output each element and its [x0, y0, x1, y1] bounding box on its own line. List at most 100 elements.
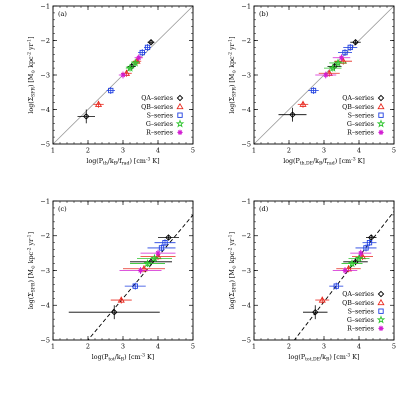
y-axis-label: log(ΣSFR) [M⊙ kpc-2 yr-1]	[27, 36, 37, 113]
legend-label: QA–series	[342, 291, 374, 298]
point-QA	[352, 38, 359, 46]
point-QB	[318, 296, 326, 303]
point-G	[347, 258, 357, 268]
y-tick-label: −2	[40, 37, 50, 45]
y-tick-label: −4	[40, 106, 50, 114]
x-tick-label: 3	[322, 343, 326, 351]
legend-marker-QB	[377, 102, 385, 110]
x-tick-label: 5	[392, 343, 396, 351]
y-tick-label: −1	[40, 197, 50, 205]
legend-label: QA–series	[342, 95, 374, 102]
point-QA	[83, 113, 90, 120]
point-S	[108, 87, 114, 94]
x-tick-label: 3	[121, 147, 125, 155]
point-R	[323, 72, 329, 78]
panel-b: 1 2 3 4 5 −5 −4 −3 −2 −1 (b) log(Pth,DE/kB/frad) [c…	[228, 2, 396, 166]
point-G	[354, 253, 364, 263]
legend-label: S–series	[147, 112, 173, 119]
point-QA	[289, 111, 296, 118]
y-tick-label: −2	[241, 232, 251, 240]
point-G	[130, 58, 140, 67]
point-QA	[111, 308, 118, 316]
x-tick-label: 1	[51, 343, 55, 351]
legend-marker-QA	[377, 290, 385, 298]
y-axis-label: log(ΣSFR) [M⊙ kpc-2 yr-1]	[27, 232, 37, 309]
x-tick-label: 5	[191, 343, 195, 351]
legend-marker-QA	[176, 94, 184, 102]
x-axis-label: log(Ptot,DE/kB) [cm-3 K]	[289, 353, 360, 363]
point-R	[155, 250, 161, 256]
x-axis-label: log(Ptot/kB) [cm-3 K]	[92, 353, 154, 363]
legend-marker-QB	[377, 298, 385, 306]
legend-marker-R	[378, 325, 384, 331]
y-tick-label: −3	[241, 267, 251, 275]
x-tick-label: 1	[252, 147, 256, 155]
x-tick-label: 5	[191, 147, 195, 155]
point-R	[137, 267, 144, 274]
legend-label: R–series	[347, 326, 374, 333]
panel-label: (a)	[58, 10, 67, 18]
point-QB	[299, 100, 307, 107]
point-QB	[117, 296, 125, 303]
y-tick-label: −4	[40, 302, 50, 310]
y-axis-label: log(ΣSFR) [M⊙ kpc-2 yr-1]	[228, 36, 238, 113]
x-tick-label: 3	[121, 343, 125, 351]
x-tick-label: 4	[156, 147, 160, 155]
y-tick-label: −3	[40, 71, 50, 79]
x-tick-label: 1	[51, 147, 55, 155]
point-G	[328, 63, 338, 72]
y-tick-label: −4	[241, 106, 251, 114]
point-G	[125, 63, 135, 72]
legend-marker-G	[376, 315, 386, 324]
panel-a: 1 2 3 4 5 −5 −4 −3 −2 −1 (a) log(Pth/kB/frad) [cm-3…	[27, 2, 195, 166]
point-QA	[165, 234, 172, 241]
legend-marker-QA	[377, 94, 385, 102]
point-S	[132, 283, 138, 289]
y-tick-label: −5	[241, 336, 251, 344]
point-S	[158, 245, 165, 251]
x-tick-label: 4	[357, 343, 361, 351]
point-S	[347, 44, 353, 51]
panel-d: 1 2 3 4 5 −5 −4 −3 −2 −1 (d) log(Ptot,DE/kB) [cm-3 …	[228, 197, 396, 363]
point-G	[333, 58, 343, 67]
legend-marker-S	[177, 112, 183, 118]
y-tick-label: −5	[241, 140, 251, 148]
y-tick-label: −3	[40, 267, 50, 275]
x-tick-label: 2	[287, 343, 291, 351]
data-points	[77, 38, 155, 124]
x-tick-label: 4	[357, 147, 361, 155]
legend-marker-G	[376, 119, 386, 128]
point-R	[120, 72, 126, 78]
y-tick-label: −4	[241, 302, 251, 310]
legend-label: QB–series	[141, 104, 173, 111]
point-S	[139, 49, 145, 56]
legend-marker-R	[378, 129, 384, 135]
y-tick-label: −1	[40, 2, 50, 10]
y-tick-label: −1	[241, 2, 251, 10]
x-tick-label: 5	[392, 147, 396, 155]
point-S	[310, 87, 317, 94]
panel-label: (b)	[259, 10, 269, 18]
legend-label: QB–series	[342, 300, 374, 307]
legend-label: S–series	[348, 308, 374, 315]
x-tick-label: 3	[322, 147, 326, 155]
legend-marker-QB	[176, 102, 184, 110]
x-tick-label: 4	[156, 343, 160, 351]
y-axis-label: log(ΣSFR) [M⊙ kpc-2 yr-1]	[228, 232, 238, 309]
legend-marker-R	[177, 129, 183, 135]
legend-label: G–series	[347, 317, 374, 324]
legend-label: R–series	[146, 130, 173, 137]
point-G	[143, 258, 152, 268]
data-points	[303, 234, 377, 320]
legend-label: R–series	[347, 130, 374, 137]
legend-label: QB–series	[342, 104, 374, 111]
y-tick-label: −2	[241, 37, 251, 45]
point-S	[333, 283, 339, 289]
y-tick-label: −3	[241, 71, 251, 79]
y-tick-label: −2	[40, 232, 50, 240]
point-R	[342, 267, 348, 274]
data-points	[68, 234, 179, 320]
legend-label: G–series	[347, 121, 374, 128]
point-S	[144, 44, 151, 51]
